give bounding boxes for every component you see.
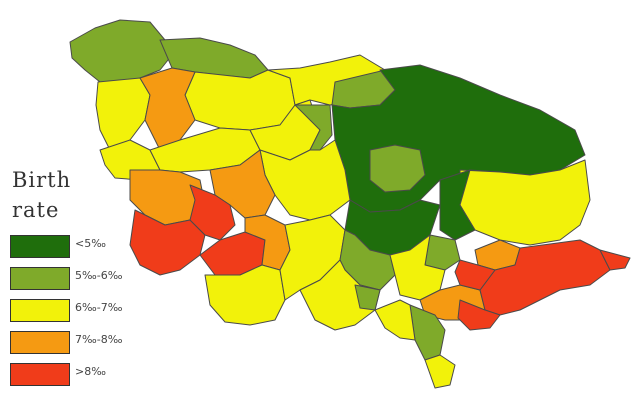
map-region xyxy=(457,299,501,331)
map-region xyxy=(69,19,173,86)
map-region xyxy=(354,284,381,311)
legend-label: 6‰-7‰ xyxy=(75,301,123,314)
map-region xyxy=(95,77,151,151)
legend-item-gt8: >8‰ xyxy=(10,363,160,388)
map-region xyxy=(439,169,476,241)
legend-title-line1: Birth xyxy=(12,168,72,192)
legend-swatch xyxy=(10,267,70,290)
legend-label: >8‰ xyxy=(75,365,106,378)
map-region xyxy=(184,69,296,131)
legend-swatch xyxy=(10,235,70,258)
map-region xyxy=(424,234,461,271)
legend-swatch xyxy=(10,299,70,322)
map-region xyxy=(374,299,416,341)
map-region xyxy=(204,264,286,326)
map-region xyxy=(389,234,446,301)
map-region xyxy=(599,249,631,271)
map-region xyxy=(139,67,196,151)
legend-label: 7‰-8‰ xyxy=(75,333,123,346)
legend-label: <5‰ xyxy=(75,237,106,250)
legend-label: 5‰-6‰ xyxy=(75,269,123,282)
map-region xyxy=(424,354,456,389)
legend-swatch xyxy=(10,363,70,386)
legend-item-lt5: <5‰ xyxy=(10,235,160,260)
map-region xyxy=(454,259,496,291)
map-region xyxy=(129,209,206,276)
legend-item-5-6: 5‰-6‰ xyxy=(10,267,160,292)
legend-title-line2: rate xyxy=(12,198,60,222)
legend-swatch xyxy=(10,331,70,354)
legend-item-7-8: 7‰-8‰ xyxy=(10,331,160,356)
map-region xyxy=(369,144,426,193)
legend-item-6-7: 6‰-7‰ xyxy=(10,299,160,324)
